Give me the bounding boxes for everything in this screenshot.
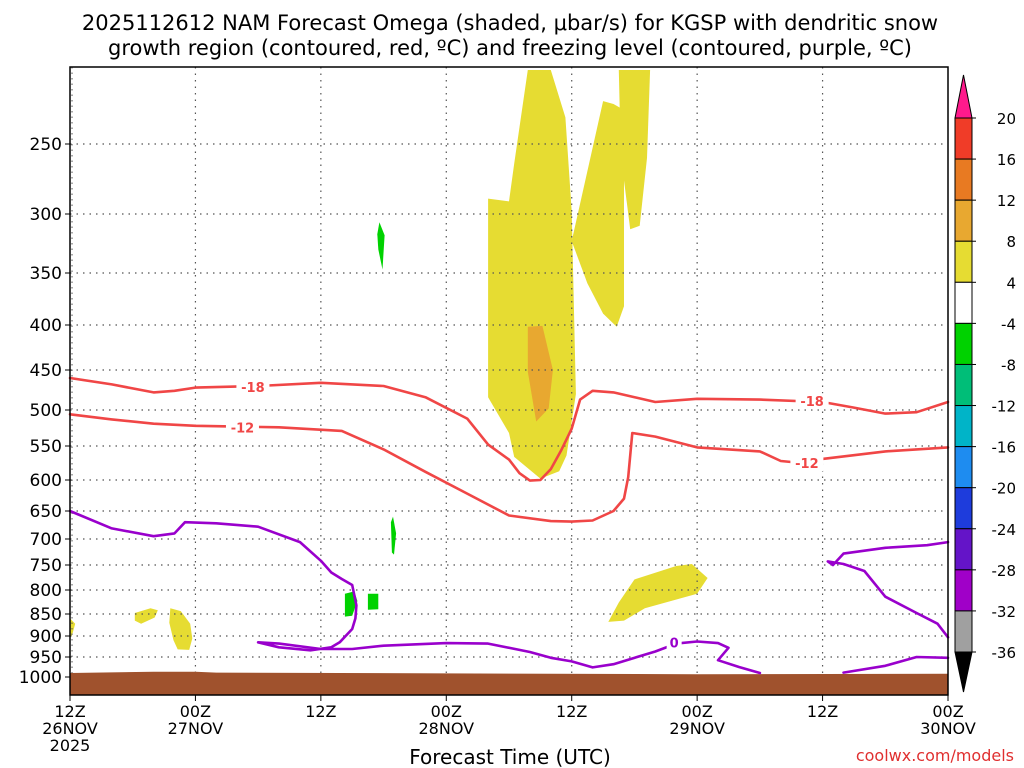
colorbar-box-9 [954, 446, 973, 489]
colorbar-box-6 [954, 322, 973, 365]
contour-label-bg-1-0 [225, 419, 259, 436]
colorbar: 20 16 12 8 4 -4 -8 -12 -16 -20 -24 -28 -32 -36 [954, 74, 1017, 693]
y-axis-ticks: 2503003504004505005506006507007508008509… [19, 135, 70, 688]
x-tick-label-0-2: 2025 [50, 736, 91, 755]
x-tick-label-4-0: 12Z [556, 702, 587, 721]
colorbar-box-10 [954, 487, 973, 530]
colorbar-box-4 [954, 240, 973, 283]
y-tick-label-500: 500 [30, 401, 62, 421]
omega-region-5 [70, 618, 76, 639]
x-tick-label-7-0: 00Z [932, 702, 963, 721]
terrain-fill [70, 671, 948, 695]
omega-region-9 [390, 516, 397, 555]
colorbar-box-5 [954, 281, 973, 324]
contour-line-3 [826, 540, 950, 639]
omega-region-3 [527, 325, 553, 422]
colorbar-box-7 [954, 363, 973, 407]
colorbar-label-4: 4 [1006, 274, 1016, 292]
x-tick-label-0-1: 26NOV [42, 719, 98, 738]
x-tick-label-1-1: 27NOV [168, 719, 224, 738]
colorbar-top-arrow [954, 74, 973, 119]
y-tick-label-900: 900 [30, 627, 62, 647]
plot-area: -18 -18 -12 -12 0 [68, 66, 950, 696]
y-tick-label-350: 350 [30, 264, 62, 284]
omega-region-4 [608, 564, 708, 622]
colorbar-box-3 [954, 199, 973, 242]
colorbar-box-11 [954, 528, 973, 571]
terrain-layer [70, 671, 948, 695]
contour-line-4 [842, 655, 950, 674]
colorbar-box-8 [954, 405, 973, 448]
x-tick-label-3-1: 28NOV [418, 719, 474, 738]
contour-label-1-1: -12 [795, 457, 819, 472]
x-tick-label-5-1: 29NOV [669, 719, 725, 738]
x-tick-label-6-0: 12Z [807, 702, 838, 721]
y-tick-label-850: 850 [30, 605, 62, 625]
gridlines [70, 67, 948, 695]
x-axis-label: Forecast Time (UTC) [409, 745, 611, 768]
contour-label-0-1: -18 [800, 395, 824, 410]
x-tick-label-2-0: 12Z [305, 702, 336, 721]
y-tick-label-650: 650 [30, 502, 62, 522]
colorbar-label-1: 16 [997, 151, 1016, 169]
colorbar-label-5: -4 [1001, 315, 1016, 333]
colorbar-label-3: 8 [1006, 233, 1016, 251]
y-tick-label-400: 400 [30, 316, 62, 336]
x-tick-label-5-0: 00Z [681, 702, 712, 721]
colorbar-label-12: -32 [992, 603, 1017, 621]
x-tick-label-3-0: 00Z [431, 702, 462, 721]
credit-link[interactable]: coolwx.com/models [856, 746, 1014, 765]
colorbar-label-9: -20 [992, 480, 1017, 498]
y-tick-label-300: 300 [30, 205, 62, 225]
colorbar-label-7: -12 [992, 398, 1017, 416]
omega-region-0 [488, 70, 576, 479]
contour-label-bg-2-0 [666, 634, 682, 651]
omega-region-2 [618, 70, 651, 230]
x-tick-label-1-0: 00Z [180, 702, 211, 721]
y-tick-label-550: 550 [30, 437, 62, 457]
isotherm-contours: -18 -18 -12 -12 0 [68, 376, 950, 675]
colorbar-label-6: -8 [1001, 356, 1016, 374]
y-tick-label-250: 250 [30, 135, 62, 155]
x-tick-label-0-0: 12Z [54, 702, 85, 721]
omega-region-6 [134, 608, 158, 624]
colorbar-box-12 [954, 569, 973, 612]
contour-label-bg-1-1 [790, 455, 824, 471]
chart-title-line-1: 2025112612 NAM Forecast Omega (shaded, μ… [82, 11, 938, 35]
colorbar-label-10: -24 [992, 521, 1017, 539]
colorbar-box-13 [954, 610, 973, 653]
colorbar-box-1 [954, 117, 973, 160]
colorbar-label-2: 12 [997, 192, 1016, 210]
contour-label-bg-0-0 [236, 378, 270, 395]
plot-frame [69, 66, 949, 696]
colorbar-label-0: 20 [997, 110, 1016, 128]
y-tick-label-1000: 1000 [19, 668, 62, 688]
y-tick-label-750: 750 [30, 556, 62, 576]
contour-label-0-0: -18 [241, 381, 265, 396]
x-tick-label-7-1: 30NOV [920, 719, 976, 738]
omega-region-8 [377, 222, 385, 270]
y-tick-label-450: 450 [30, 361, 62, 381]
chart-title-line-2: growth region (contoured, red, ºC) and f… [108, 36, 912, 60]
colorbar-label-13: -36 [992, 644, 1017, 662]
colorbar-bottom-arrow [954, 651, 973, 693]
y-tick-label-800: 800 [30, 581, 62, 601]
colorbar-label-8: -16 [992, 439, 1017, 457]
colorbar-label-11: -28 [992, 562, 1017, 580]
y-tick-label-950: 950 [30, 648, 62, 668]
contour-label-bg-0-1 [795, 393, 829, 410]
y-tick-label-600: 600 [30, 471, 62, 491]
omega-region-11 [367, 593, 379, 610]
contour-label-2-0: 0 [670, 637, 679, 652]
y-tick-label-700: 700 [30, 530, 62, 550]
colorbar-box-2 [954, 158, 973, 201]
contour-label-1-0: -12 [231, 421, 255, 436]
omega-region-7 [169, 608, 193, 650]
